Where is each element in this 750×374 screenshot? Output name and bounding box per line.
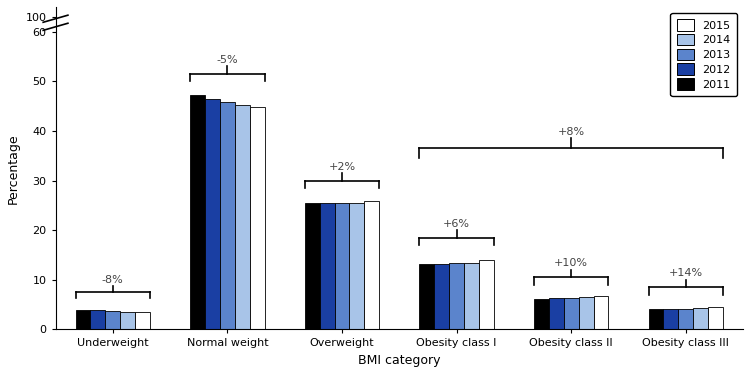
- Bar: [434, 264, 449, 329]
- Bar: [235, 105, 250, 329]
- Bar: [578, 297, 593, 329]
- Text: +14%: +14%: [669, 269, 703, 278]
- Bar: [708, 307, 723, 329]
- Bar: [220, 102, 235, 329]
- Text: -8%: -8%: [102, 275, 124, 285]
- Text: -5%: -5%: [217, 55, 238, 65]
- Bar: [76, 310, 91, 329]
- Bar: [549, 298, 564, 329]
- Bar: [91, 310, 105, 329]
- Legend: 2015, 2014, 2013, 2012, 2011: 2015, 2014, 2013, 2012, 2011: [670, 12, 737, 96]
- Bar: [350, 203, 364, 329]
- Bar: [534, 299, 549, 329]
- Text: +2%: +2%: [328, 162, 356, 172]
- Bar: [304, 203, 320, 329]
- Bar: [664, 309, 678, 329]
- Bar: [464, 263, 479, 329]
- Bar: [693, 308, 708, 329]
- Bar: [479, 260, 494, 329]
- Bar: [564, 298, 578, 329]
- Bar: [120, 312, 135, 329]
- Bar: [364, 201, 380, 329]
- Bar: [419, 264, 434, 329]
- Bar: [449, 263, 464, 329]
- Text: +6%: +6%: [443, 219, 470, 229]
- Bar: [205, 99, 220, 329]
- Bar: [334, 203, 350, 329]
- Bar: [593, 296, 608, 329]
- Bar: [320, 203, 334, 329]
- Y-axis label: Percentage: Percentage: [7, 133, 20, 203]
- Text: +8%: +8%: [557, 127, 585, 137]
- Text: +10%: +10%: [554, 258, 588, 269]
- Bar: [190, 95, 205, 329]
- Bar: [649, 309, 664, 329]
- Bar: [105, 311, 120, 329]
- Bar: [678, 309, 693, 329]
- Bar: [250, 107, 265, 329]
- X-axis label: BMI category: BMI category: [358, 354, 440, 367]
- Bar: [135, 312, 150, 329]
